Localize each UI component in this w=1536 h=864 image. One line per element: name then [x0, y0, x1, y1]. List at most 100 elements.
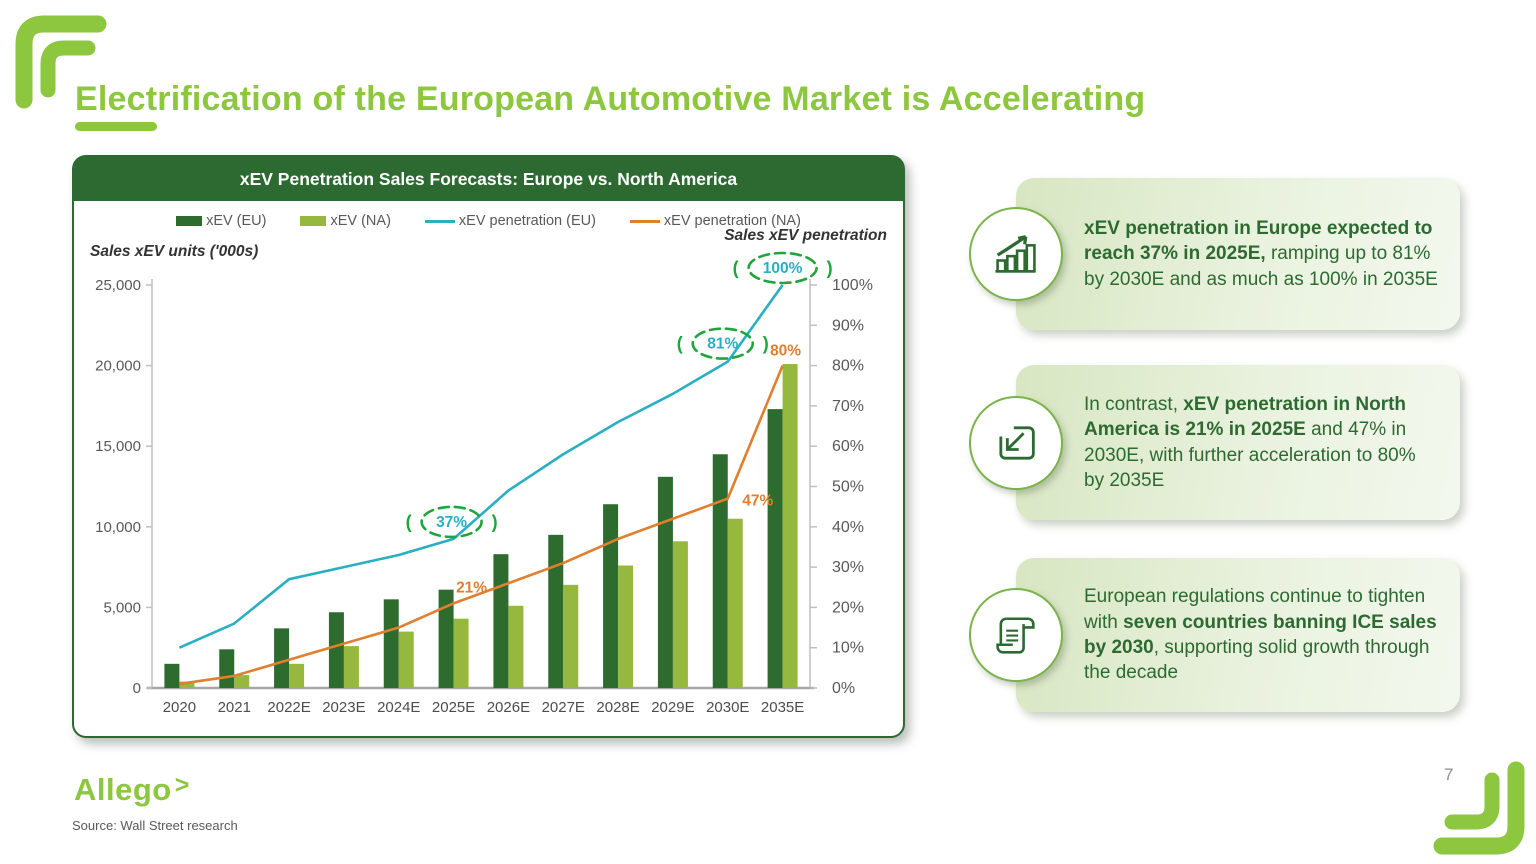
penetration-line: [178, 284, 784, 649]
callout-text: European regulations continue to tighten…: [1084, 584, 1438, 685]
bar-eu: [274, 628, 290, 688]
chart-header: xEV Penetration Sales Forecasts: Europe …: [74, 157, 903, 201]
left-axis-tick-label: 5,000: [103, 599, 141, 616]
legend-swatch-icon: [424, 219, 455, 223]
right-axis-tick-label: 30%: [832, 559, 864, 576]
left-axis-tick-label: 15,000: [95, 438, 141, 455]
bar-na: [727, 518, 743, 688]
right-axis-tick-label: 100%: [832, 277, 873, 294]
bar-eu: [438, 589, 454, 688]
annotation-label: 47%: [742, 493, 773, 510]
bar-na: [672, 541, 688, 688]
annotation-label: 100%: [763, 260, 803, 277]
x-axis-label: 2024E: [377, 699, 420, 716]
right-axis-tick-label: 80%: [832, 358, 864, 375]
brand-mark-bottom-right-icon: [1432, 753, 1532, 862]
x-axis-label: 2035E: [761, 699, 804, 716]
legend-swatch-icon: [629, 219, 660, 223]
x-axis-label: 2025E: [432, 699, 475, 716]
bar-na: [234, 675, 250, 688]
right-axis-tick-label: 10%: [832, 640, 864, 657]
legend-item: xEV penetration (NA): [629, 213, 801, 229]
legend-item: xEV (EU): [176, 213, 266, 229]
legend-item: xEV (NA): [300, 213, 391, 229]
bar-na: [782, 363, 798, 688]
legend-item: xEV penetration (EU): [424, 213, 596, 229]
chart-panel: xEV Penetration Sales Forecasts: Europe …: [72, 155, 905, 738]
right-axis-tick-label: 60%: [832, 438, 864, 455]
bar-na: [563, 584, 579, 688]
annotation-paren: ): [763, 334, 769, 354]
annotation-paren: (: [677, 334, 683, 354]
callout-card: European regulations continue to tighten…: [969, 558, 1460, 712]
axis-title-left: Sales xEV units ('000s): [90, 243, 259, 260]
bar-na: [179, 681, 195, 688]
annotation-ellipse: [747, 251, 818, 285]
x-axis-label: 2022E: [267, 699, 310, 716]
annotation-ellipse: [691, 327, 755, 360]
legend-label: xEV penetration (NA): [663, 213, 801, 229]
x-axis-label: 2023E: [322, 699, 365, 716]
scroll-icon: [969, 588, 1063, 682]
annotation-paren: ): [827, 258, 833, 278]
annotation-label: 21%: [456, 579, 487, 596]
bar-eu: [657, 476, 673, 688]
callout-text-regular: and 47% in 2030E, with further accelerat…: [1084, 419, 1416, 491]
title-underline: [75, 122, 157, 131]
legend-swatch-icon: [300, 216, 327, 226]
callout-text-bold: seven countries banning ICE sales by 203…: [1084, 611, 1437, 658]
annotation-paren: (: [406, 512, 412, 532]
bar-eu: [328, 612, 344, 688]
x-axis-label: 2021: [218, 699, 251, 716]
left-axis-tick-label: 20,000: [95, 358, 141, 375]
penetration-line: [179, 365, 784, 686]
bar-eu: [548, 534, 564, 688]
brand-mark-top-left-icon: [8, 8, 108, 117]
callout-text-regular: In contrast,: [1084, 393, 1184, 415]
bar-eu: [603, 504, 619, 688]
annotation-label: 81%: [707, 336, 738, 353]
callout-text: xEV penetration in Europe expected to re…: [1084, 216, 1438, 292]
callout-card: xEV penetration in Europe expected to re…: [969, 178, 1460, 330]
bar-eu: [712, 454, 728, 688]
callout-text-regular: ramping up to 81% by 2030E and as much a…: [1084, 243, 1438, 290]
bar-na: [618, 565, 634, 688]
legend-label: xEV (EU): [206, 213, 267, 229]
x-axis-label: 2029E: [651, 699, 694, 716]
import-arrow-icon: [969, 395, 1063, 490]
x-axis-label: 2028E: [596, 699, 639, 716]
annotation-paren: ): [492, 512, 498, 532]
x-axis-label: 2030E: [706, 699, 749, 716]
allego-logo: Allego >: [74, 771, 190, 808]
bar-eu: [219, 649, 235, 688]
bar-eu: [493, 554, 509, 688]
right-axis-tick-label: 20%: [832, 599, 864, 616]
right-axis-tick-label: 40%: [832, 519, 864, 536]
right-axis-tick-label: 90%: [832, 317, 864, 334]
bar-na: [453, 618, 469, 688]
page-title: Electrification of the European Automoti…: [75, 80, 1146, 118]
bar-na: [343, 646, 359, 688]
annotation-paren: (: [733, 258, 739, 278]
left-axis-tick-label: 25,000: [95, 277, 141, 294]
callout-text-regular: , supporting solid growth through the de…: [1084, 637, 1430, 684]
left-axis-tick-label: 0: [133, 680, 141, 697]
right-axis-tick-label: 50%: [832, 479, 864, 496]
allego-logo-text: Allego: [74, 772, 172, 807]
callout-text-bold: xEV penetration in North America is 21% …: [1084, 393, 1407, 441]
bar-na: [289, 663, 305, 688]
right-axis-tick-label: 70%: [832, 398, 864, 415]
chart-legend: xEV (EU) xEV (NA) xEV penetration (EU) xEV …: [74, 213, 903, 229]
left-axis-tick-label: 10,000: [95, 519, 141, 536]
annotation-label: 37%: [436, 514, 467, 531]
annotation-label: 80%: [770, 343, 801, 360]
bar-na: [398, 631, 414, 688]
callout-text-bold: xEV penetration in Europe expected to re…: [1084, 218, 1433, 265]
callout-text-regular: European regulations continue to tighten…: [1084, 586, 1426, 633]
legend-swatch-icon: [176, 216, 203, 226]
right-axis-tick-label: 0%: [832, 680, 855, 697]
bar-eu: [383, 599, 399, 688]
x-axis-label: 2027E: [542, 699, 585, 716]
source-note: Source: Wall Street research: [72, 818, 238, 833]
